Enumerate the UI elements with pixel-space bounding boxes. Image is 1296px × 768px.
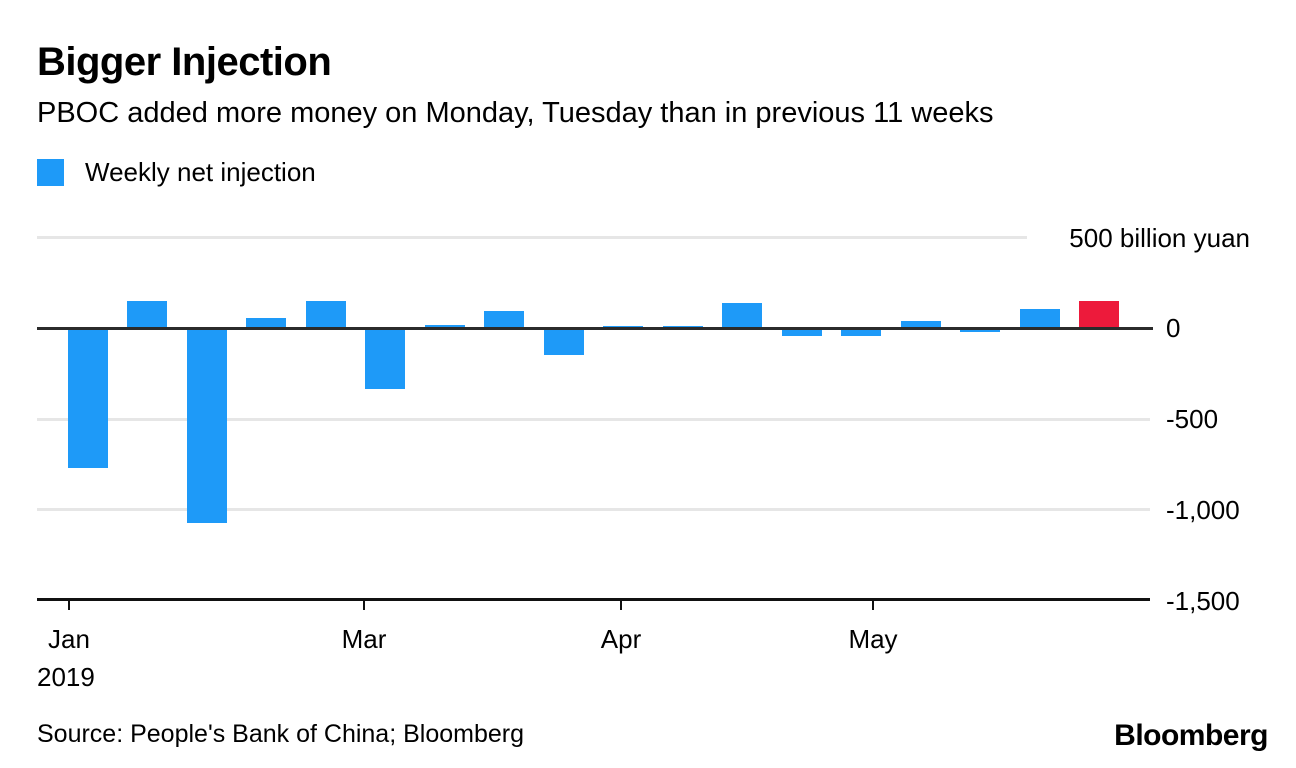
x-tick-label: May [848, 624, 898, 654]
bar-highlighted [1078, 301, 1119, 329]
y-axis-label: -1,000 [1166, 494, 1240, 525]
bar [365, 329, 406, 389]
bar [246, 318, 287, 329]
bar [68, 329, 108, 468]
x-axis-line [37, 598, 1150, 601]
y-axis-label: -500 [1166, 404, 1219, 435]
x-tick-label: Mar [341, 624, 387, 654]
bar [722, 302, 763, 329]
bar [1019, 309, 1060, 329]
x-tick-label: Apr [600, 624, 642, 654]
source-text: Source: People's Bank of China; Bloomber… [37, 720, 524, 748]
bar [186, 329, 227, 524]
y-axis-label: 0 [1166, 313, 1181, 344]
x-tick [620, 601, 622, 610]
bar [543, 329, 584, 356]
x-tick-label: Jan [48, 624, 90, 654]
bar [900, 321, 941, 329]
zero-line [37, 326, 1153, 330]
year-label: 2019 [37, 662, 95, 692]
bar [305, 301, 346, 329]
y-axis-label: -1,500 [1166, 585, 1240, 616]
gridline [37, 417, 1150, 421]
x-tick [363, 601, 365, 610]
chart-subtitle: PBOC added more money on Monday, Tuesday… [37, 97, 994, 129]
bar [424, 324, 465, 329]
gridline [37, 508, 1150, 512]
legend: Weekly net injection [37, 157, 316, 188]
bar [484, 311, 525, 329]
gridline [37, 236, 1027, 240]
y-axis-label: 500 billion yuan [1069, 222, 1250, 253]
legend-label: Weekly net injection [85, 157, 316, 187]
chart-title: Bigger Injection [37, 40, 332, 84]
bar [841, 329, 882, 337]
x-tick [872, 601, 874, 610]
x-tick [68, 601, 70, 610]
legend-swatch [37, 159, 64, 186]
bar [960, 329, 1001, 332]
bloomberg-logo: Bloomberg [1114, 719, 1268, 752]
bar [781, 329, 822, 337]
bar [127, 301, 168, 329]
